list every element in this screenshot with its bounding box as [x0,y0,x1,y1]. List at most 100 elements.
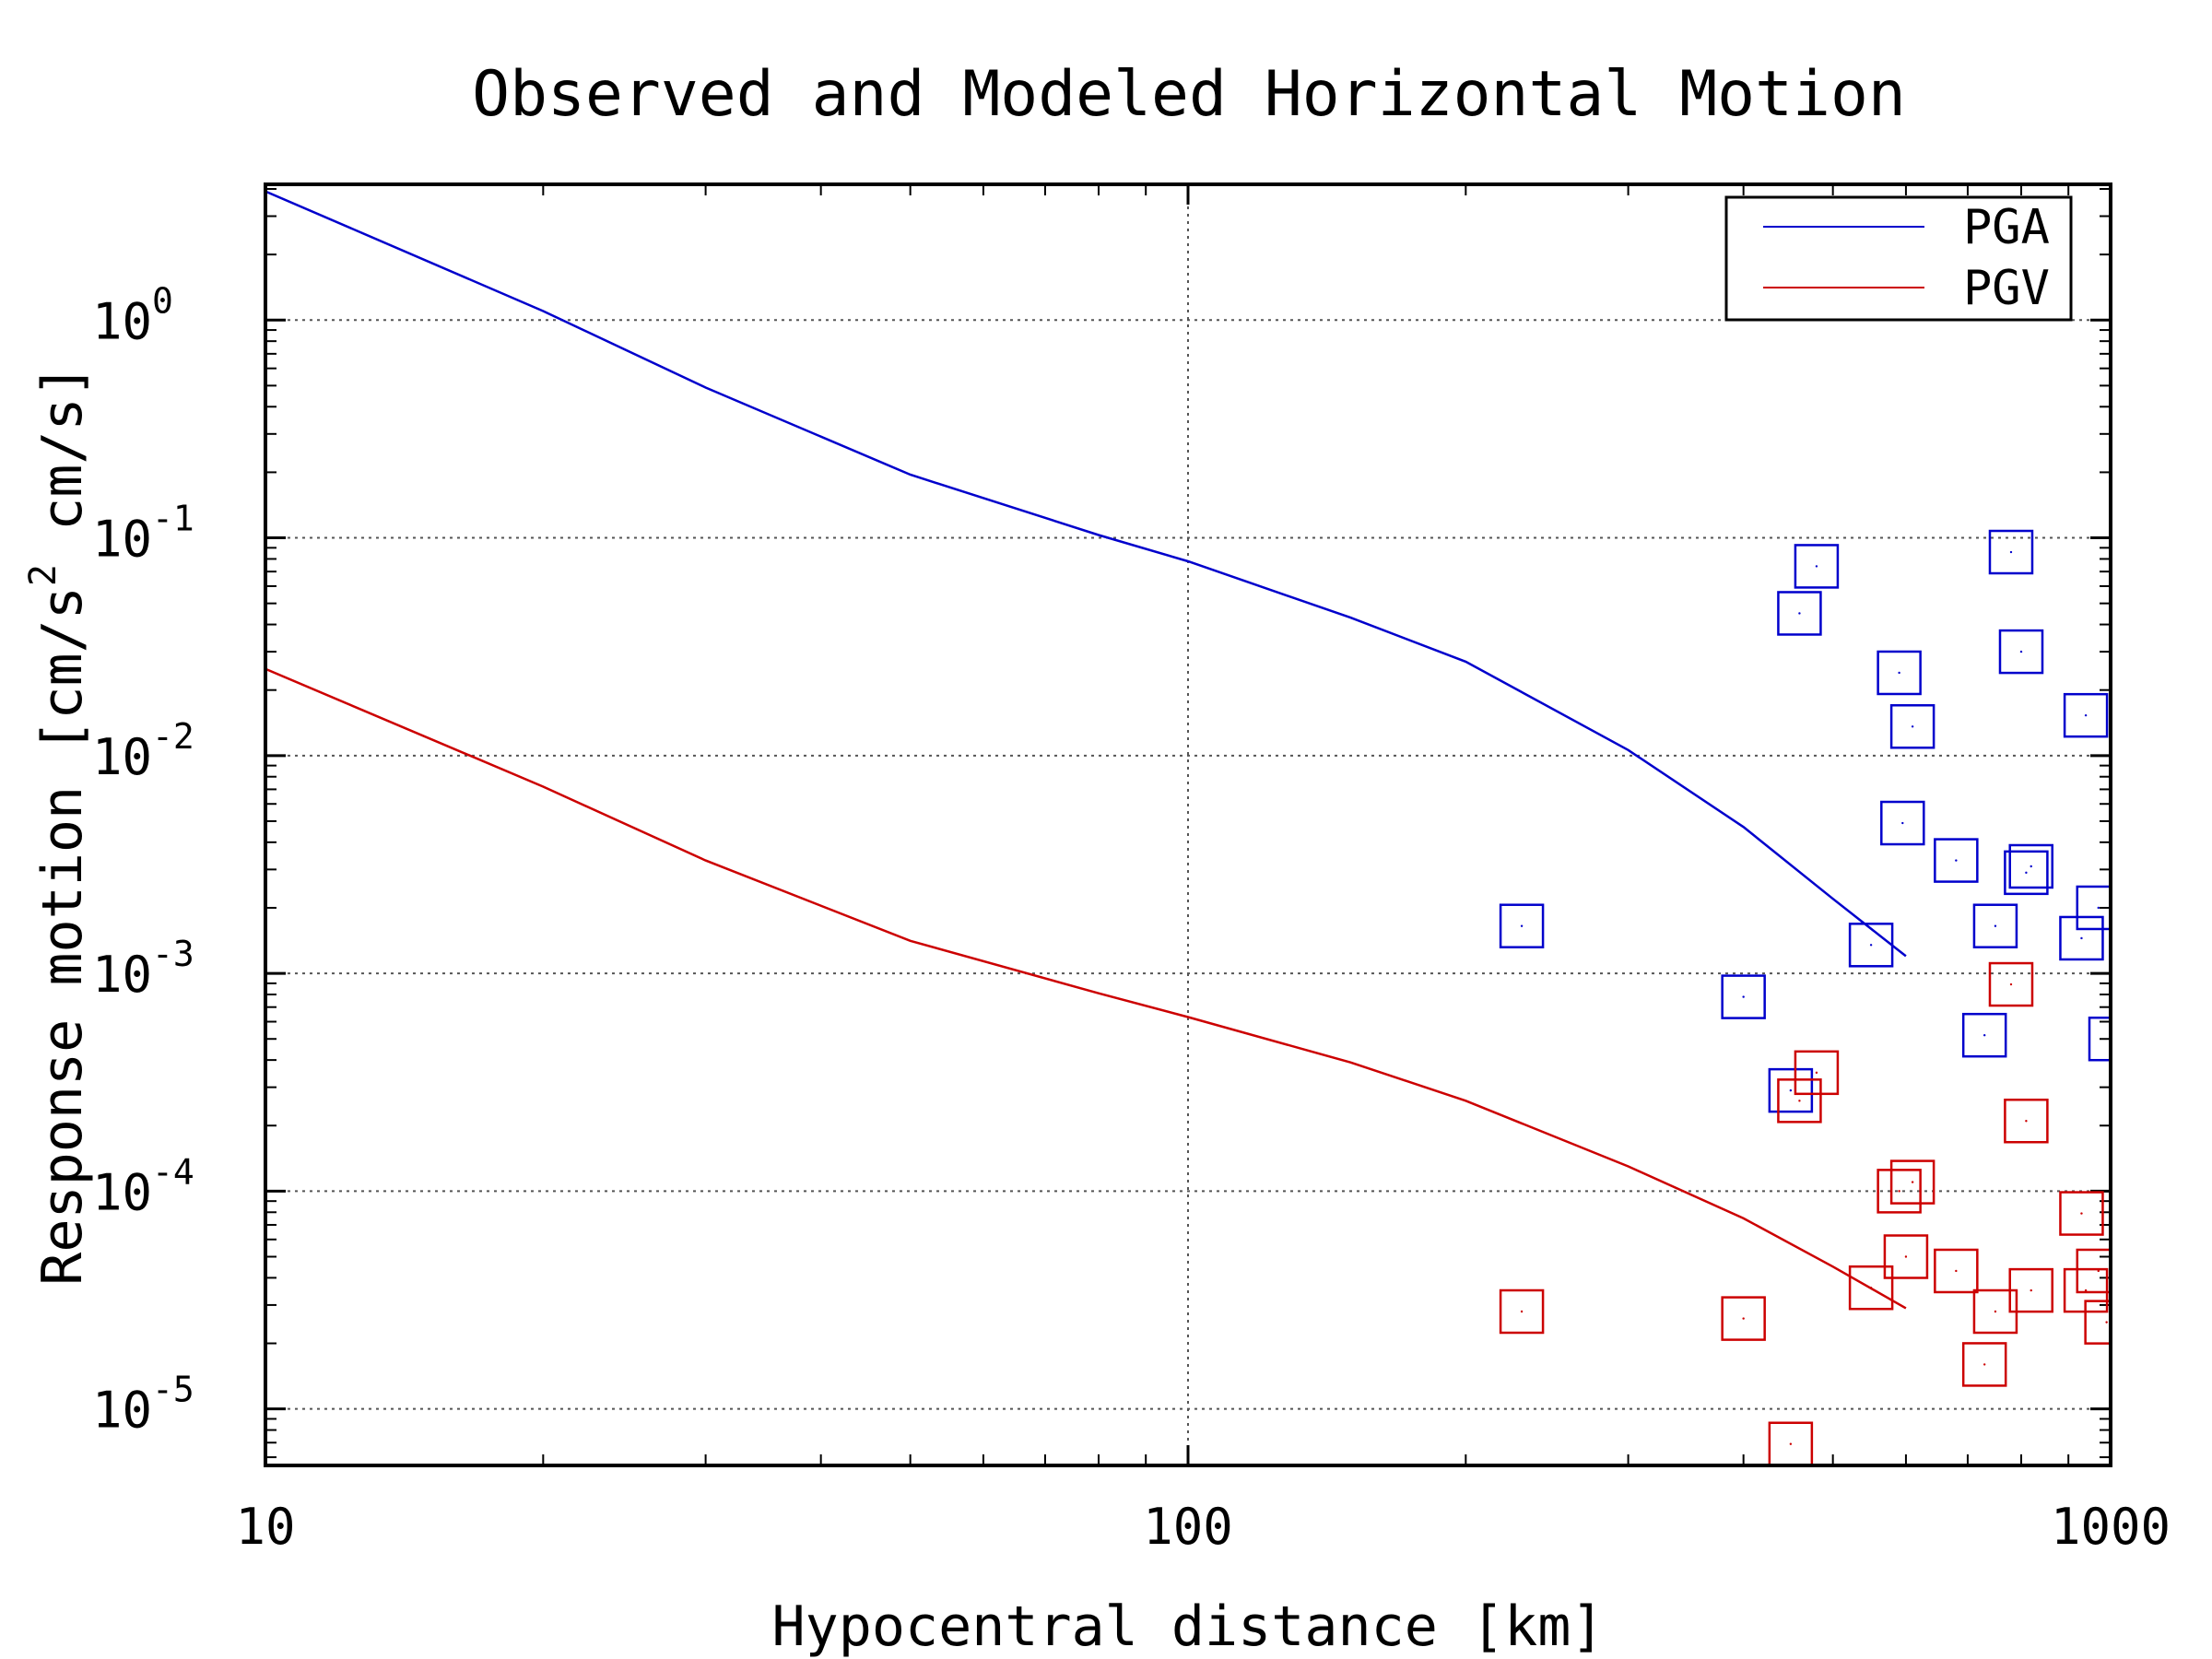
pgv-observed-marker [1889,1159,1936,1205]
y-tick-label: 10-5 [92,1370,194,1440]
x-tick-labels: 10 100 1000 [235,1498,2171,1556]
pga-observed-dot [2025,871,2028,875]
y-tick-exponent: -3 [152,934,194,974]
y-tick-label: 10-3 [92,934,194,1004]
y-tick-base: 10 [92,946,152,1004]
legend-label-pga: PGA [1963,200,2050,255]
pgv-observed-marker [1794,1050,1840,1096]
y-tick-label: 100 [92,280,173,350]
pgv-observed-marker [1721,1296,1766,1341]
y-tick-exponent: -5 [152,1370,194,1410]
pgv-observed-dot [2030,1288,2032,1292]
pga-observed-dot [2080,936,2083,940]
pgv-observed-marker [1777,1078,1822,1124]
pgv-observed-dot [1869,1287,1873,1289]
pga-observed-dot [1798,612,1801,615]
legend: PGA PGV [1724,195,2073,322]
pgv-observed-dot [1983,1363,1986,1366]
y-axis-label-part-2: cm/s] [30,364,95,564]
pga-observed-dot [1815,565,1818,568]
y-tick-base: 10 [92,1382,152,1440]
y-tick-base: 10 [92,1163,152,1221]
pgv-observed-dot [2025,1120,2028,1123]
chart-title: Observed and Modeled Horizontal Motion [472,58,1906,131]
plot-series [265,190,2111,1465]
pga-observed-marker [1988,529,2034,575]
plot-frame [264,182,2112,1467]
pga-observed-marker [2059,915,2104,961]
pga-observed-marker [1794,544,1840,589]
pga-observed-dot [1955,859,1958,862]
x-tick-label: 1000 [2051,1498,2171,1556]
pgv-observed-marker [2084,1300,2111,1345]
pgv-observed-marker [1961,1342,2007,1387]
pga-observed-marker [2076,885,2111,931]
pgv-observed-marker [1883,1234,1929,1279]
pgv-observed-dot [1898,1190,1900,1193]
y-tick-base: 10 [92,292,152,350]
pga-observed-dot [2009,550,2013,554]
pga-observed-dot [1742,995,1745,998]
pgv-observed-dot [1815,1071,1818,1075]
pgv-observed-dot [1911,1181,1914,1183]
y-tick-base: 10 [92,728,152,786]
pgv-observed-dot [1904,1255,1908,1258]
pga-observed-dot [1520,924,1524,927]
y-tick-label: 10-2 [92,716,194,786]
y-tick-exponent: -2 [152,716,194,757]
pga-observed-marker [2008,843,2053,889]
y-tick-exponent: -4 [152,1151,194,1192]
pgv-observed-marker [1499,1288,1545,1335]
x-axis-label: Hypocentral distance [km] [771,1594,1604,1659]
pga-observed-marker [2063,692,2109,738]
pga-observed-marker [1499,903,1545,948]
legend-box [1724,195,2073,322]
pga-observed-dot [2097,906,2100,910]
pgv-observed-dot [2097,1269,2100,1273]
pga-observed-marker [1972,903,2018,948]
pga-observed-dot [2084,713,2088,717]
y-tick-exponent: -1 [152,499,194,539]
pga-observed-dot [1789,1088,1793,1092]
grid-lines [265,184,2111,1465]
pgv-observed-marker [2059,1191,2104,1236]
x-tick-label: 100 [1143,1498,1233,1556]
pgv-observed-dot [1520,1310,1524,1313]
pgv-observed-dot [1955,1269,1958,1273]
series-line-pgv [265,667,1907,1310]
pgv-observed-dot [2105,1321,2108,1324]
pgv-observed-marker [1988,961,2034,1007]
y-axis-label-superscript: 2 [22,564,65,586]
pga-observed-dot [1898,671,1900,675]
pgv-observed-marker [1877,1169,1922,1214]
pgv-observed-dot [1994,1310,1997,1313]
pgv-observed-marker [2008,1267,2053,1313]
legend-label-pgv: PGV [1963,261,2050,316]
pga-observed-marker [1889,704,1936,749]
y-tick-base: 10 [92,511,152,569]
pga-observed-marker [1777,591,1822,636]
pgv-observed-dot [2084,1288,2088,1292]
pgv-observed-marker [2076,1248,2111,1294]
pga-observed-dot [2019,650,2023,653]
pgv-observed-marker [2004,1098,2049,1144]
y-axis-label: Response motion [cm/s2 cm/s] [22,364,95,1285]
pga-observed-dot [1869,944,1873,947]
series-line-pga [265,190,1907,958]
pga-observed-marker [1768,1067,1814,1113]
pgv-observed-dot [1789,1442,1793,1445]
pga-observed-marker [1848,923,1894,968]
pga-observed-marker [1880,800,1925,846]
pgv-observed-marker [1934,1248,1979,1294]
pgv-observed-dot [1742,1317,1745,1320]
y-tick-label: 10-4 [92,1151,194,1221]
pga-observed-marker [1877,650,1922,696]
pgv-observed-marker [1848,1265,1894,1311]
pgv-observed-dot [2009,982,2013,986]
y-axis-label-part-1: Response motion [cm/s [30,586,95,1286]
x-tick-label: 10 [235,1498,295,1556]
pga-observed-marker [1998,629,2044,675]
pga-observed-dot [2030,865,2032,868]
pgv-observed-dot [2080,1212,2083,1215]
